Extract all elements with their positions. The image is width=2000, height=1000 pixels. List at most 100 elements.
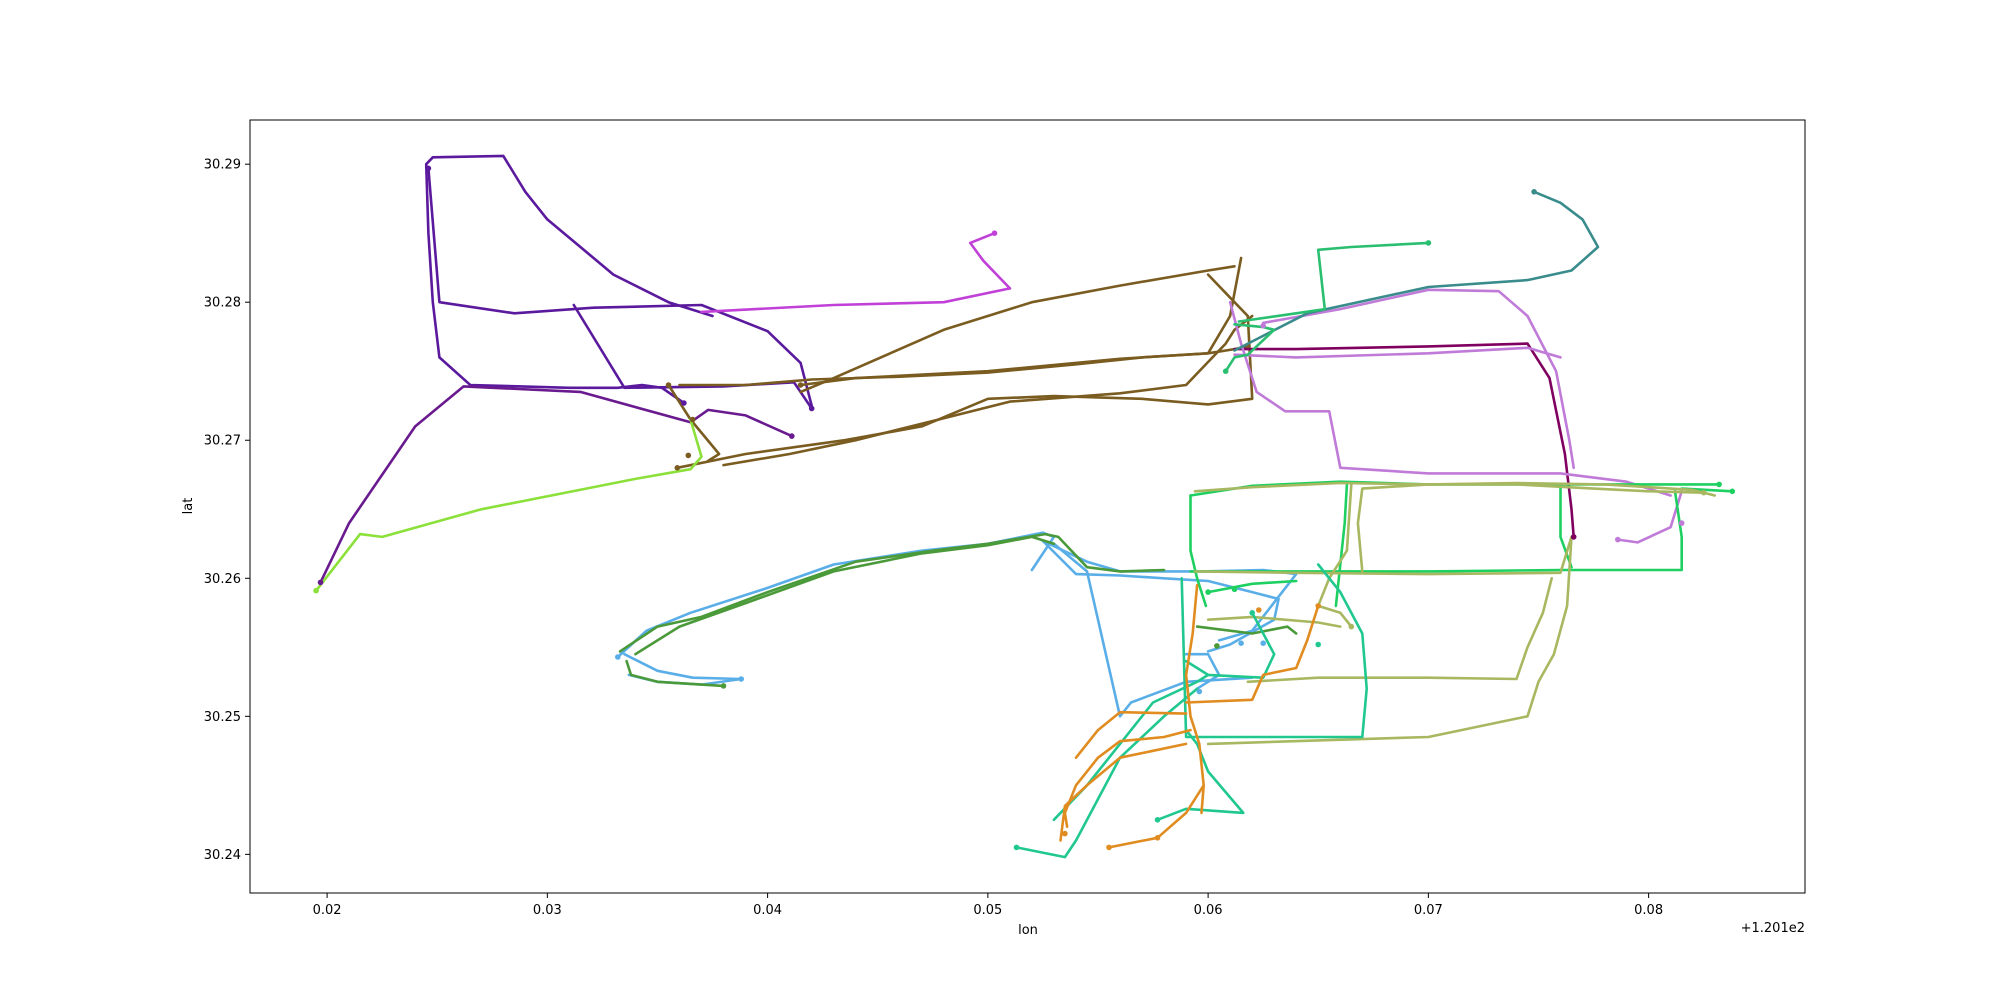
y-tick-label: 30.28: [204, 296, 241, 311]
trajectory-endpoint-26: [1214, 643, 1220, 649]
trajectory-line-53: [1063, 728, 1192, 829]
trajectory-line-28: [1184, 652, 1221, 691]
trajectory-line-2: [427, 167, 814, 408]
trajectory-endpoint-12: [313, 587, 319, 594]
trajectory-line-41: [1193, 535, 1573, 746]
trajectory-endpoint-10: [665, 382, 672, 388]
trajectory-line-11: [799, 264, 1236, 394]
trajectory-line-30: [625, 659, 725, 688]
x-tick-label: 0.02: [313, 903, 342, 918]
trajectory-line-24: [623, 652, 743, 681]
trajectory-line-50: [1156, 728, 1245, 822]
trajectory-line-31: [634, 535, 1056, 656]
trajectory-endpoint-27: [1716, 481, 1722, 488]
trajectory-endpoint-8: [685, 452, 692, 459]
plot-lines: [314, 154, 1734, 859]
trajectory-line-3: [319, 385, 794, 584]
trajectory-line-21: [1224, 322, 1276, 373]
trajectory-endpoint-16: [1678, 520, 1685, 526]
trajectory-endpoint-28: [1729, 488, 1736, 495]
trajectory-line-37: [1206, 579, 1298, 594]
trajectory-line-15: [1228, 300, 1672, 497]
y-tick-label: 30.27: [204, 434, 241, 449]
trajectory-line-20: [1237, 241, 1430, 323]
trajectory-line-32: [1195, 625, 1298, 635]
trajectory-line-13: [314, 418, 703, 593]
trajectory-line-12: [667, 383, 721, 463]
trajectory-endpoint-3: [808, 405, 815, 412]
trajectory-line-36: [1334, 483, 1349, 608]
x-tick-label: 0.06: [1194, 903, 1223, 918]
trajectory-endpoint-13: [1570, 534, 1577, 540]
trajectory-endpoint-24: [1196, 688, 1203, 695]
x-tick-label: 0.04: [753, 903, 782, 918]
trajectory-endpoint-40: [1062, 830, 1068, 837]
trajectory-line-14: [1233, 342, 1575, 539]
trajectory-line-19: [1233, 190, 1600, 352]
trajectory-endpoint-35: [1013, 844, 1020, 851]
trajectory-line-29: [618, 532, 1166, 653]
trajectory-endpoint-37: [1106, 844, 1112, 851]
x-axis-label: lon: [1018, 923, 1038, 938]
trajectory-line-5: [700, 287, 1012, 314]
trajectory-line-49: [1015, 687, 1199, 859]
trajectory-line-43: [1316, 483, 1353, 628]
y-tick-label: 30.25: [204, 710, 241, 725]
y-axis-ticks: 30.24 30.25 30.26 30.27 30.28 30.29: [204, 158, 250, 863]
trajectory-endpoint-21: [738, 676, 744, 682]
x-axis-ticks: 0.02 0.03 0.04 0.05 0.06 0.07 0.08: [313, 893, 1663, 918]
trajectory-endpoint-19: [1222, 368, 1229, 375]
trajectory-line-9: [722, 314, 1254, 467]
plot-frame: [249, 119, 1806, 894]
trajectory-line-47: [1180, 563, 1368, 739]
trajectory-line-10: [799, 256, 1243, 387]
trajectory-line-54: [1184, 604, 1320, 704]
trajectory-line-44: [1206, 615, 1342, 628]
trajectory-endpoint-36: [1154, 817, 1161, 823]
trajectory-endpoint-17: [1531, 189, 1537, 195]
trajectory-line-17: [1233, 346, 1562, 359]
y-tick-label: 30.29: [204, 158, 241, 173]
trajectory-endpoint-23: [1260, 640, 1266, 646]
trajectory-line-55: [1107, 783, 1205, 849]
trajectory-line-42: [1246, 576, 1553, 684]
x-axis-offset-label: +1.201e2: [1741, 921, 1805, 936]
trajectory-line-7: [678, 345, 1250, 387]
trajectory-endpoint-9: [689, 416, 696, 423]
trajectory-line-6: [968, 231, 1012, 290]
trajectory-endpoint-7: [674, 465, 681, 471]
trajectory-endpoint-39: [1315, 603, 1321, 609]
trajectory-line-35: [1189, 494, 1208, 608]
trajectory-endpoint-41: [1256, 607, 1262, 613]
trajectory-endpoint-6: [991, 230, 998, 236]
trajectory-endpoint-31: [1700, 489, 1707, 496]
trajectory-line-8: [675, 273, 1254, 470]
trajectory-endpoint-22: [1238, 640, 1244, 646]
x-tick-label: 0.05: [973, 903, 1002, 918]
trajectory-line-56: [1074, 710, 1188, 760]
trajectory-line-1: [424, 154, 714, 405]
trajectory-endpoint-20: [615, 654, 621, 660]
trajectory-endpoint-15: [1615, 536, 1621, 543]
trajectory-endpoint-34: [1315, 641, 1321, 648]
trajectory-endpoint-14: [1260, 322, 1266, 329]
x-tick-label: 0.08: [1634, 903, 1663, 918]
x-tick-label: 0.03: [533, 903, 562, 918]
trajectory-line-18: [1616, 489, 1683, 544]
trajectory-endpoint-30: [1231, 586, 1238, 593]
trajectory-endpoint-33: [1249, 610, 1255, 616]
trajectory-endpoint-1: [681, 400, 687, 406]
trajectory-endpoint-5: [317, 579, 324, 586]
trajectory-endpoint-18: [1425, 240, 1432, 246]
trajectory-endpoint-2: [425, 165, 432, 172]
trajectory-line-45: [1356, 483, 1705, 573]
trajectory-line-38: [1559, 483, 1573, 569]
trajectory-endpoint-29: [1205, 589, 1211, 595]
trajectory-endpoint-11: [797, 382, 804, 388]
trajectory-line-46: [1184, 611, 1276, 680]
y-tick-label: 30.24: [204, 848, 241, 863]
trajectory-endpoint-4: [789, 433, 795, 439]
trajectory-endpoint-25: [720, 683, 727, 689]
